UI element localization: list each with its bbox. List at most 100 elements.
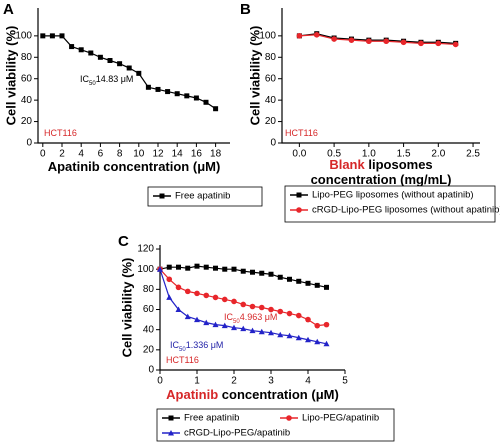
marker — [348, 37, 355, 43]
marker — [250, 269, 255, 275]
annotation-sub: 50 — [179, 347, 186, 353]
x-axis-label-text: concentration (mg/mL) — [311, 172, 452, 187]
marker — [203, 99, 209, 105]
y-tick-label: 20 — [143, 344, 155, 355]
y-axis-label: Cell viability (%) — [3, 26, 18, 126]
x-tick-label: 2 — [59, 149, 65, 160]
x-axis-label-highlight: Blank — [329, 157, 365, 172]
legend-box — [156, 408, 395, 442]
marker — [221, 296, 228, 303]
marker — [435, 40, 442, 47]
annotation: HCT116 — [44, 128, 77, 138]
marker — [40, 33, 46, 39]
annotation: IC504.963 μM — [224, 312, 277, 324]
marker — [174, 91, 180, 97]
annotation: IC5014.83 μM — [80, 74, 133, 86]
panel-label: A — [3, 1, 14, 18]
x-tick-label: 8 — [117, 149, 123, 160]
axes — [281, 8, 480, 144]
marker — [212, 321, 219, 328]
marker — [323, 321, 330, 328]
marker — [277, 308, 284, 315]
series-line — [299, 33, 456, 44]
marker — [366, 38, 372, 45]
x-tick-label: 1.5 — [397, 149, 411, 160]
marker — [268, 271, 274, 277]
marker — [324, 284, 329, 290]
marker — [88, 50, 94, 56]
y-tick-label: 80 — [265, 52, 277, 63]
panel-label: C — [118, 233, 129, 250]
marker — [203, 264, 209, 270]
x-tick-label: 12 — [152, 149, 164, 160]
marker — [126, 65, 132, 71]
marker — [314, 338, 321, 345]
marker — [287, 276, 292, 282]
marker — [155, 86, 161, 92]
marker — [184, 93, 190, 99]
marker — [193, 95, 199, 101]
annotation-text: HCT116 — [44, 128, 77, 138]
marker — [296, 33, 303, 39]
y-tick-label: 60 — [21, 73, 33, 84]
series-line — [299, 34, 456, 46]
legend-marker — [168, 415, 174, 421]
legend-box — [147, 186, 263, 207]
marker — [184, 313, 191, 320]
marker — [258, 304, 265, 311]
x-tick-label: 2.5 — [466, 149, 480, 160]
y-tick-label: 80 — [143, 284, 155, 295]
series-line — [42, 35, 216, 110]
marker — [277, 274, 283, 280]
marker — [165, 89, 171, 95]
marker — [268, 306, 274, 313]
x-tick-label: 0 — [157, 376, 163, 387]
marker — [213, 106, 219, 112]
y-tick-label: 80 — [21, 52, 33, 63]
annotation-text: 1.336 μM — [186, 340, 224, 350]
marker — [194, 316, 200, 323]
y-tick-label: 40 — [265, 95, 277, 106]
marker — [305, 280, 311, 286]
marker — [59, 33, 65, 39]
marker — [194, 263, 200, 269]
annotation-sub: 50 — [233, 319, 240, 325]
y-tick-label: 100 — [137, 264, 154, 275]
x-tick-label: 14 — [172, 149, 184, 160]
marker — [331, 36, 337, 42]
marker — [383, 38, 390, 45]
marker — [136, 70, 142, 76]
x-tick-label: 1.0 — [362, 149, 376, 160]
y-tick-label: 0 — [270, 138, 276, 149]
marker — [97, 54, 103, 60]
y-axis-label: Cell viability (%) — [119, 258, 134, 358]
y-tick-label: 0 — [26, 138, 32, 149]
marker — [286, 310, 293, 317]
x-tick-label: 10 — [133, 149, 145, 160]
marker — [213, 265, 218, 271]
legend-marker — [159, 193, 165, 199]
annotation: HCT116 — [285, 128, 318, 138]
marker — [176, 264, 181, 270]
legend-box — [284, 185, 496, 223]
legend-label: Free apatinib — [175, 191, 230, 202]
annotation-text: HCT116 — [166, 355, 199, 365]
marker — [185, 265, 191, 271]
marker — [268, 329, 274, 336]
annotation-prefix: IC — [80, 74, 90, 84]
x-axis-label: concentration (mg/mL) — [311, 172, 452, 187]
marker — [240, 301, 247, 308]
marker — [286, 332, 293, 339]
marker — [249, 327, 256, 334]
x-tick-label: 2 — [231, 376, 237, 387]
x-tick-label: 16 — [191, 149, 203, 160]
annotation-prefix: IC — [224, 312, 234, 322]
y-tick-label: 40 — [21, 95, 33, 106]
marker — [49, 33, 55, 39]
marker — [175, 284, 182, 291]
marker — [78, 47, 84, 53]
marker — [305, 336, 311, 343]
marker — [166, 294, 173, 300]
marker — [194, 290, 200, 297]
